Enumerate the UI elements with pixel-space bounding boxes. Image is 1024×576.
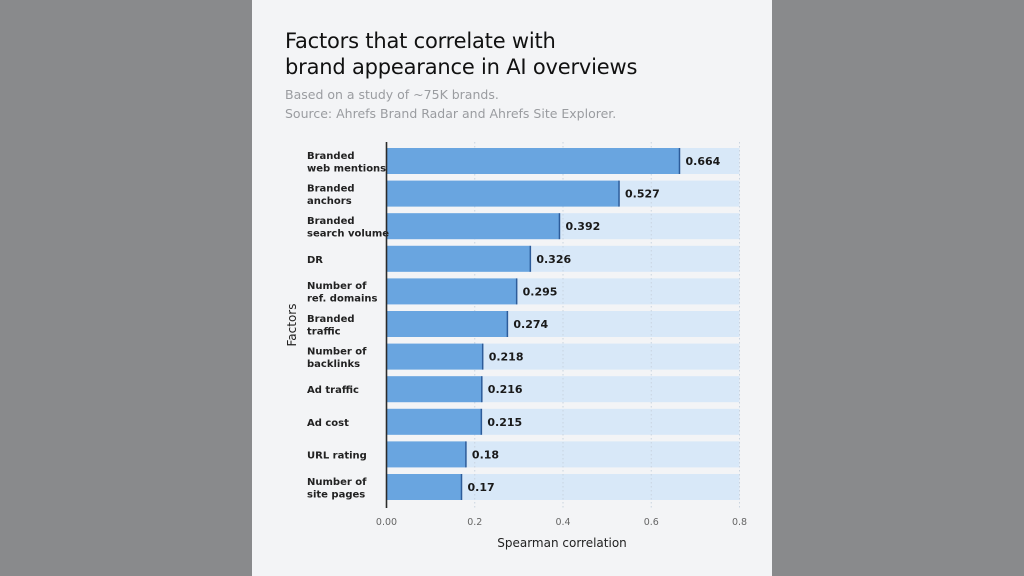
chart-source: Source: Ahrefs Brand Radar and Ahrefs Si… bbox=[285, 106, 617, 121]
chart-title-line: Factors that correlate with bbox=[285, 29, 556, 53]
bar bbox=[386, 474, 462, 500]
category-label: Ad traffic bbox=[307, 385, 359, 396]
data-label: 0.326 bbox=[536, 253, 571, 266]
data-label: 0.215 bbox=[487, 416, 522, 429]
x-tick-label: 0.8 bbox=[732, 517, 747, 528]
y-axis-label: Factors bbox=[285, 304, 299, 347]
data-label: 0.274 bbox=[513, 318, 548, 331]
bar bbox=[386, 278, 517, 305]
chart-title-line: brand appearance in AI overviews bbox=[285, 55, 638, 79]
data-label: 0.218 bbox=[489, 351, 524, 364]
data-label: 0.527 bbox=[625, 188, 660, 201]
x-tick-label: 0.6 bbox=[644, 517, 659, 528]
chart-title: Factors that correlate with brand appear… bbox=[285, 28, 755, 80]
x-axis-label: Spearman correlation bbox=[497, 536, 627, 550]
x-tick-label: 0.4 bbox=[555, 517, 570, 528]
bar bbox=[386, 408, 482, 435]
category-label: Branded bbox=[307, 314, 355, 325]
bar bbox=[386, 245, 531, 272]
data-label: 0.295 bbox=[523, 285, 558, 298]
bar bbox=[386, 311, 508, 337]
data-label: 0.17 bbox=[468, 481, 495, 494]
category-label: Number of bbox=[307, 346, 367, 357]
category-label: Branded bbox=[307, 183, 355, 194]
x-tick-label: 0.00 bbox=[376, 517, 397, 528]
data-label: 0.664 bbox=[685, 155, 720, 168]
category-label: URL rating bbox=[307, 450, 367, 461]
category-label: Ad cost bbox=[307, 418, 349, 429]
data-label: 0.392 bbox=[565, 220, 600, 233]
data-label: 0.216 bbox=[488, 383, 523, 396]
bar bbox=[386, 441, 466, 468]
category-label: traffic bbox=[307, 326, 341, 337]
category-label: ref. domains bbox=[307, 294, 378, 305]
category-label: Number of bbox=[307, 477, 367, 488]
category-label: Branded bbox=[307, 151, 355, 162]
category-label: site pages bbox=[307, 489, 365, 500]
category-label: backlinks bbox=[307, 359, 360, 370]
bar bbox=[386, 148, 680, 174]
category-label: search volume bbox=[307, 228, 389, 239]
category-label: Branded bbox=[307, 216, 355, 227]
bar bbox=[386, 180, 620, 207]
bar bbox=[386, 343, 483, 370]
bar bbox=[386, 376, 482, 403]
category-label: DR bbox=[307, 255, 323, 266]
x-tick-label: 0.2 bbox=[467, 517, 482, 528]
bar bbox=[386, 213, 560, 240]
data-label: 0.18 bbox=[472, 448, 499, 461]
category-label: anchors bbox=[307, 196, 352, 207]
category-label: web mentions bbox=[307, 163, 386, 174]
category-label: Number of bbox=[307, 281, 367, 292]
chart-subtitle: Based on a study of ~75K brands. bbox=[285, 87, 499, 102]
